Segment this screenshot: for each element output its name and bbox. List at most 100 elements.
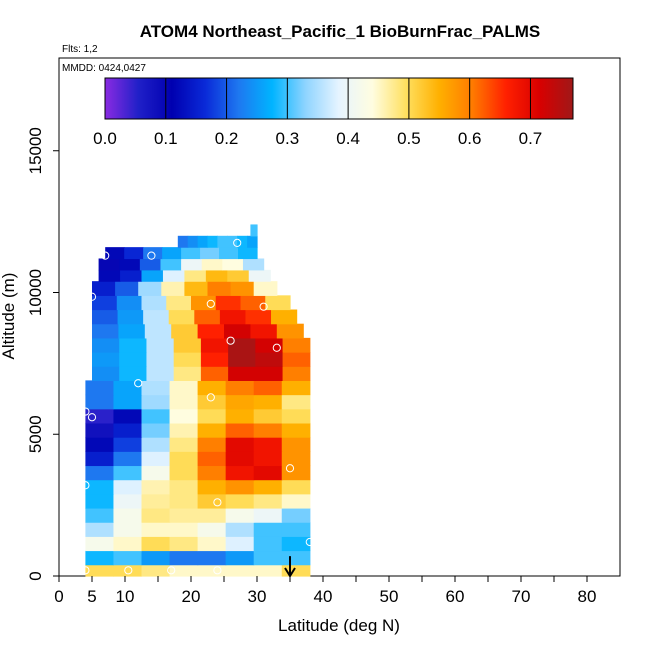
- sample-point: [305, 537, 314, 547]
- heatmap-cell: [281, 479, 311, 495]
- colorbar-tick-label: 0.2: [215, 129, 239, 148]
- heatmap-cell: [92, 281, 116, 296]
- heatmap-cell: [85, 437, 115, 452]
- heatmap-cell: [173, 366, 202, 381]
- heatmap-cell: [184, 281, 209, 296]
- y-tick-label: 10000: [26, 269, 45, 316]
- heatmap-cell: [143, 247, 163, 260]
- heatmap-cell: [250, 224, 252, 237]
- heatmap-cell: [119, 352, 148, 367]
- heatmap-cell: [113, 493, 143, 509]
- heatmap-cell: [217, 235, 228, 248]
- heatmap-cell: [113, 479, 143, 495]
- heatmap-cell: [281, 465, 311, 481]
- heatmap-cell: [207, 235, 218, 248]
- heatmap-cell: [197, 422, 227, 438]
- heatmap-cell: [169, 422, 199, 438]
- heatmap-cell: [197, 522, 227, 537]
- heatmap-cell: [146, 366, 175, 381]
- heatmap-cell: [281, 550, 311, 566]
- heatmap-cell: [253, 522, 283, 537]
- heatmap-cell: [253, 380, 283, 396]
- colorbar-tick-label: 0.4: [336, 129, 360, 148]
- sample-point: [167, 566, 176, 575]
- heatmap-cell: [255, 352, 284, 367]
- heatmap-cell: [181, 258, 203, 271]
- heatmap-cell: [85, 507, 115, 523]
- heatmap-cell: [222, 258, 244, 271]
- heatmap-cell: [225, 451, 255, 467]
- x-axis: 0 5 10 20 30 40 50 60 70 80: [54, 576, 596, 606]
- heatmap-cell: [138, 281, 162, 296]
- heatmap-cell: [169, 394, 199, 410]
- heatmap-cell: [225, 550, 255, 566]
- heatmap-cell: [253, 394, 283, 410]
- heatmap-cell: [228, 337, 256, 353]
- y-axis: 0 5000 10000 15000: [26, 127, 59, 581]
- heatmap-cell: [251, 224, 253, 237]
- heatmap-cell: [141, 465, 171, 481]
- heatmap-cell: [253, 408, 283, 424]
- heatmap-cell: [141, 269, 164, 282]
- heatmap-cell: [113, 437, 143, 452]
- heatmap-cell: [113, 394, 143, 410]
- heatmap-cell: [169, 451, 199, 467]
- heatmap-cell: [169, 522, 199, 537]
- sample-points-layer: [81, 238, 314, 575]
- heatmap-cell: [200, 247, 220, 260]
- heatmap-cell: [177, 235, 189, 248]
- colorbar-tick-label: 0.5: [397, 129, 421, 148]
- heatmap-cell: [92, 366, 120, 381]
- sample-point: [81, 566, 90, 575]
- sample-point: [87, 292, 97, 301]
- heatmap-cell: [169, 465, 199, 481]
- heatmap-cell: [238, 247, 258, 260]
- x-tick-label: 20: [182, 587, 201, 606]
- heatmap-cell: [253, 564, 283, 577]
- heatmap-cell: [113, 536, 143, 552]
- heatmap-cell: [191, 295, 217, 311]
- heatmap-cell: [120, 269, 143, 282]
- heatmap-cell: [197, 479, 227, 495]
- heatmap-cell: [85, 408, 115, 424]
- sample-point: [206, 393, 215, 402]
- heatmap-cell: [85, 536, 115, 552]
- sample-point: [124, 566, 133, 575]
- heatmap-cell: [85, 493, 115, 509]
- heatmap-cell: [254, 224, 256, 237]
- sample-point: [272, 343, 281, 352]
- heatmap-cell: [105, 247, 125, 260]
- heatmap-cell: [228, 366, 256, 381]
- heatmap-cell: [225, 564, 255, 577]
- heatmap-cell: [281, 408, 311, 424]
- sample-point: [259, 302, 268, 311]
- heatmap-cell: [197, 235, 209, 248]
- heatmap-cell: [173, 352, 202, 367]
- heatmap-cell: [181, 247, 201, 260]
- heatmap-cell: [201, 258, 223, 271]
- heatmap-cell: [225, 465, 255, 481]
- colorbar-tick-label: 0.1: [154, 129, 178, 148]
- heatmap-cell: [281, 451, 311, 467]
- heatmap-cell: [85, 422, 115, 438]
- heatmap-cell: [169, 507, 199, 523]
- y-tick-label: 15000: [26, 127, 45, 174]
- heatmap-cell: [85, 451, 115, 467]
- heatmap-cell: [113, 408, 143, 424]
- x-tick-label: 60: [446, 587, 465, 606]
- heatmap-cell: [227, 235, 238, 248]
- heatmap-cell: [197, 380, 227, 396]
- heatmap-cell: [115, 281, 139, 296]
- heatmap-cell: [169, 380, 199, 396]
- colorbar-tick-label: 0.6: [458, 129, 482, 148]
- heatmap-cell: [113, 550, 143, 566]
- heatmap-cell: [197, 323, 225, 339]
- heatmap-cell: [225, 408, 255, 424]
- heatmap-cell: [141, 380, 171, 396]
- x-tick-label: 0: [54, 587, 63, 606]
- x-tick-label: 10: [116, 587, 135, 606]
- heatmap-cell: [113, 380, 143, 396]
- heatmap-cell: [197, 564, 227, 577]
- heatmap-cell: [281, 394, 311, 410]
- heatmap-cell: [230, 281, 255, 296]
